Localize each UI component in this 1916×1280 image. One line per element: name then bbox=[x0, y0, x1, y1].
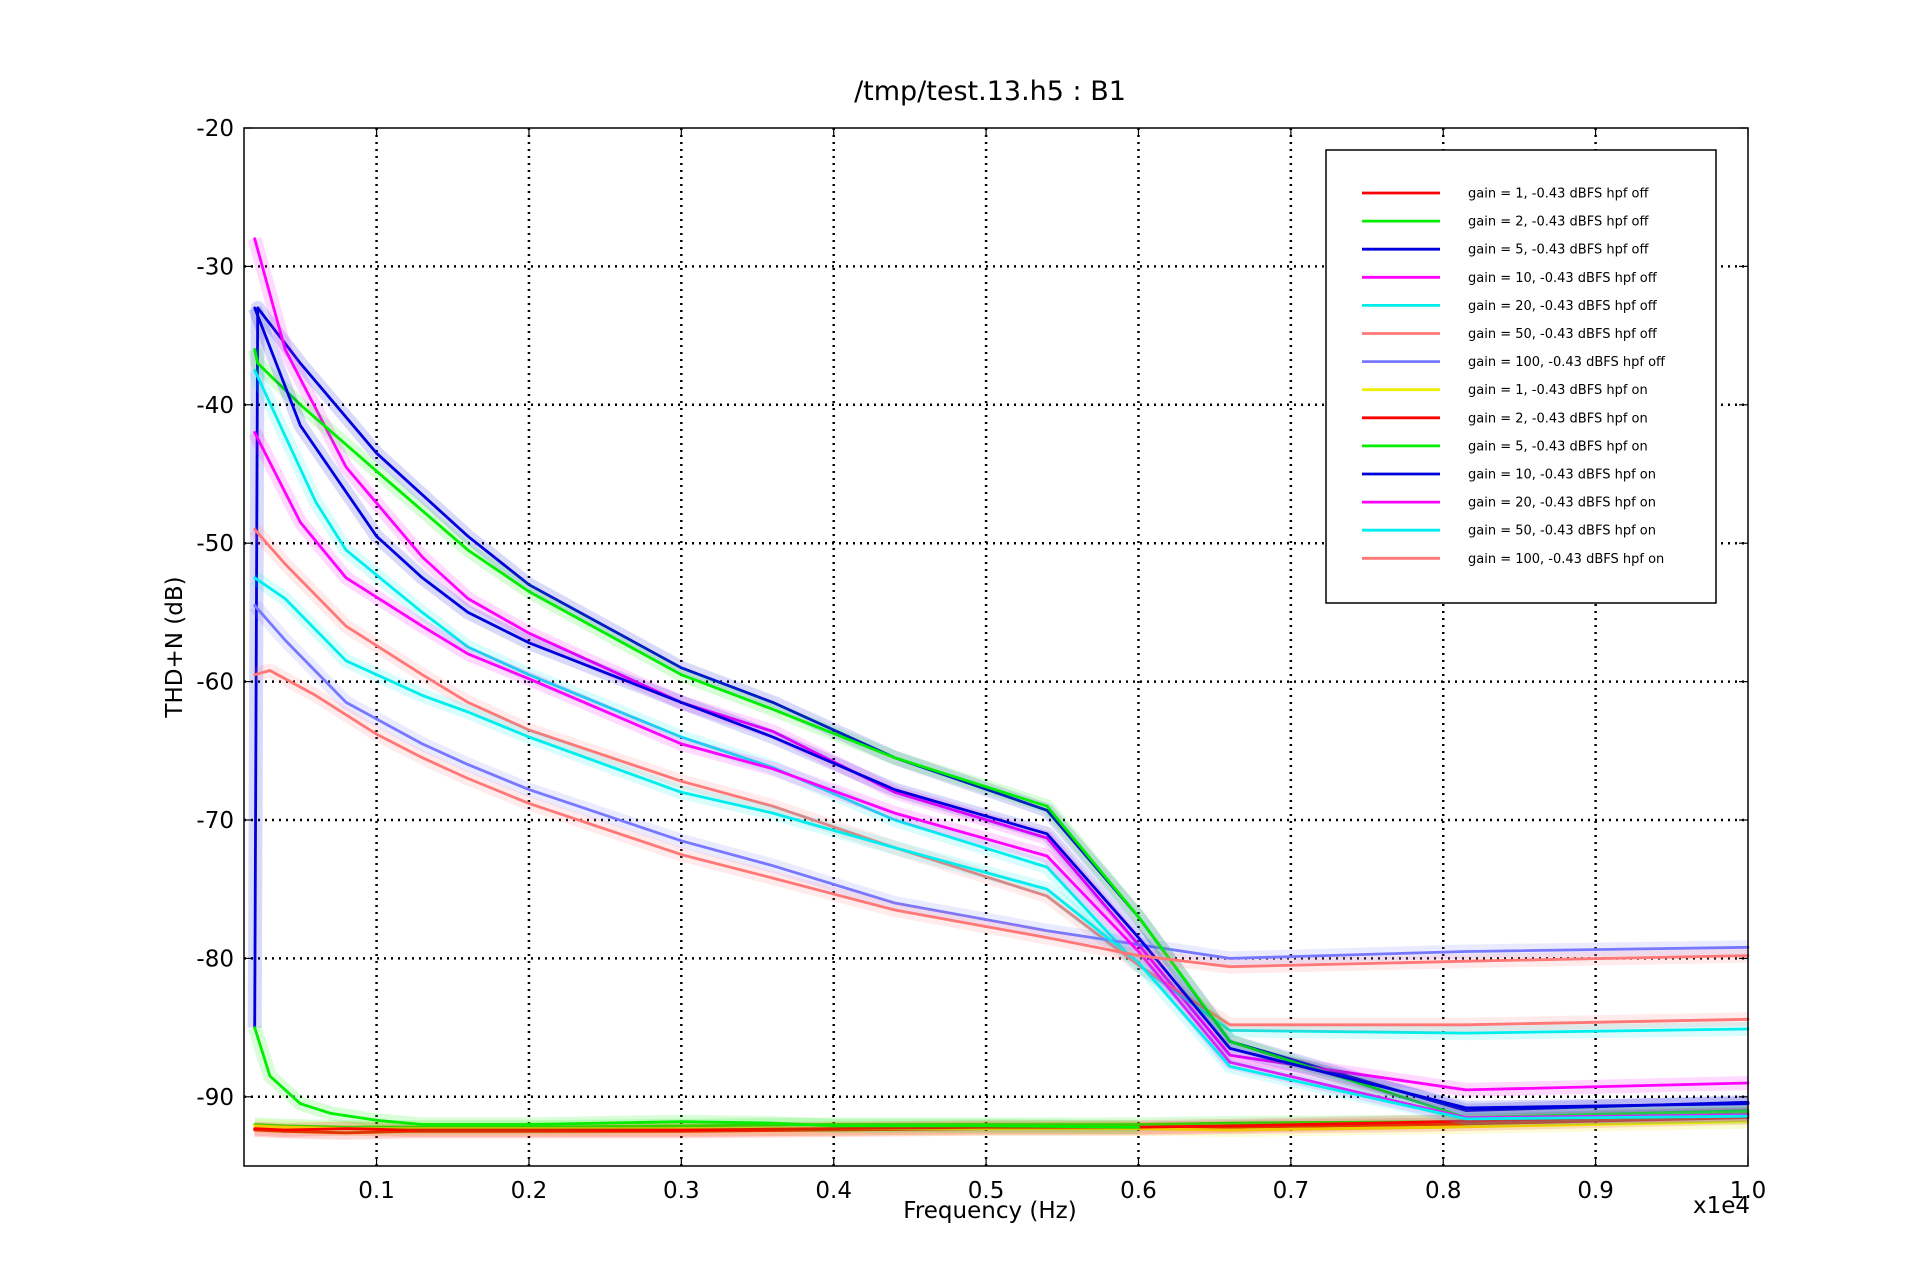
legend-entry-4: gain = 20, -0.43 dBFS hpf off bbox=[1468, 299, 1658, 314]
series-line-10 bbox=[253, 306, 1750, 1110]
legend-entry-12: gain = 50, -0.43 dBFS hpf on bbox=[1468, 524, 1656, 539]
x-axis-multiplier: x1e4 bbox=[1693, 1193, 1750, 1219]
legend-entry-7: gain = 1, -0.43 dBFS hpf on bbox=[1468, 383, 1648, 398]
y-tick-label: -40 bbox=[196, 393, 234, 419]
legend-entry-0: gain = 1, -0.43 dBFS hpf off bbox=[1468, 187, 1649, 202]
series-line-9 bbox=[253, 347, 1750, 1119]
x-tick-label: 1.0 bbox=[1730, 1178, 1767, 1204]
legend-entry-8: gain = 2, -0.43 dBFS hpf on bbox=[1468, 411, 1648, 426]
axis-ticks: 0.1 0.2 0.3 0.4 0.5 0.6 0.7 0.8 0.9 1.0 -20 -30 -40 -… bbox=[196, 116, 1766, 1204]
legend: gain = 1, -0.43 dBFS hpf off gain = 2, -0… bbox=[1325, 149, 1717, 604]
plot-frame bbox=[243, 127, 1749, 1167]
x-tick-label: 0.8 bbox=[1425, 1178, 1462, 1204]
legend-entry-2: gain = 5, -0.43 dBFS hpf off bbox=[1468, 243, 1649, 258]
y-tick-label: -50 bbox=[196, 531, 234, 557]
series-line-13 bbox=[253, 669, 1750, 969]
x-tick-label: 0.2 bbox=[511, 1178, 548, 1204]
series-layer bbox=[247, 236, 1750, 1140]
x-axis-label: Frequency (Hz) bbox=[903, 1198, 1076, 1224]
chart-title: /tmp/test.13.h5 : B1 bbox=[854, 76, 1126, 107]
x-tick-label: 0.1 bbox=[358, 1178, 395, 1204]
legend-box bbox=[1325, 149, 1717, 604]
series-line-11 bbox=[253, 431, 1750, 1119]
legend-entry-11: gain = 20, -0.43 dBFS hpf on bbox=[1468, 496, 1656, 511]
legend-entry-13: gain = 100, -0.43 dBFS hpf on bbox=[1468, 552, 1664, 567]
y-axis-label: THD+N (dB) bbox=[162, 576, 188, 718]
x-tick-label: 0.5 bbox=[968, 1178, 1005, 1204]
y-tick-label: -80 bbox=[196, 946, 234, 972]
legend-entry-10: gain = 10, -0.43 dBFS hpf on bbox=[1468, 468, 1656, 483]
series-line-14 bbox=[253, 1026, 1140, 1129]
legend-entry-5: gain = 50, -0.43 dBFS hpf off bbox=[1468, 327, 1658, 342]
series-line-8 bbox=[253, 1113, 1750, 1132]
y-tick-label: -70 bbox=[196, 808, 234, 834]
x-tick-label: 0.7 bbox=[1273, 1178, 1310, 1204]
legend-entry-9: gain = 5, -0.43 dBFS hpf on bbox=[1468, 439, 1648, 454]
series-line-3 bbox=[253, 237, 1750, 1092]
legend-entry-6: gain = 100, -0.43 dBFS hpf off bbox=[1468, 355, 1666, 370]
y-tick-label: -90 bbox=[196, 1085, 234, 1111]
series-line-6 bbox=[253, 604, 1750, 960]
y-tick-label: -60 bbox=[196, 670, 234, 696]
series-line-12 bbox=[253, 576, 1750, 1121]
x-tick-label: 0.9 bbox=[1577, 1178, 1614, 1204]
y-tick-label: -30 bbox=[196, 254, 234, 280]
series-line-5 bbox=[253, 528, 1750, 1027]
legend-entry-1: gain = 2, -0.43 dBFS hpf off bbox=[1468, 215, 1649, 230]
x-tick-label: 0.6 bbox=[1120, 1178, 1157, 1204]
y-tick-label: -20 bbox=[196, 116, 234, 142]
x-tick-label: 0.3 bbox=[663, 1178, 700, 1204]
legend-entry-3: gain = 10, -0.43 dBFS hpf off bbox=[1468, 271, 1658, 286]
x-tick-label: 0.4 bbox=[815, 1178, 852, 1204]
